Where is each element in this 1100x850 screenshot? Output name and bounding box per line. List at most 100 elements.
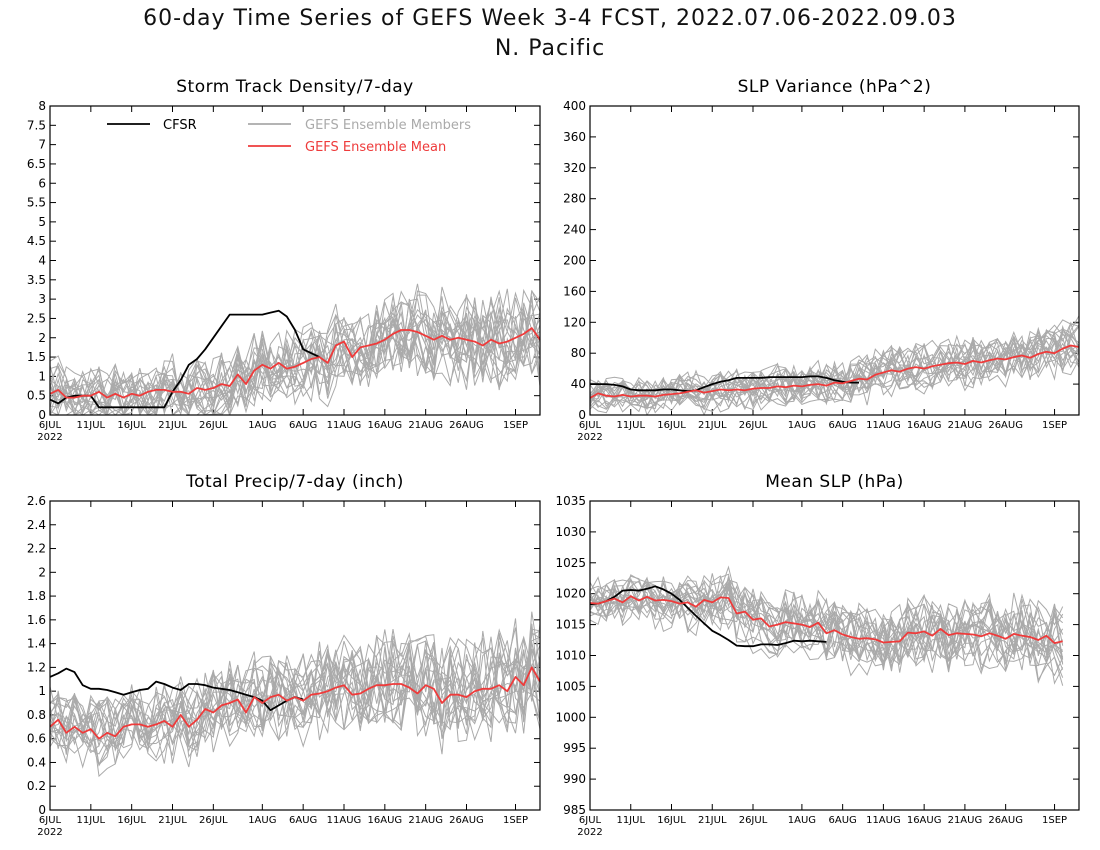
x-tick-label: 21JUL — [698, 420, 727, 431]
x-tick-label: 6JUL — [579, 420, 602, 431]
ensemble-member-line — [590, 323, 1079, 404]
ensemble-member-line — [590, 574, 1064, 667]
panel-title: Total Precip/7-day (inch) — [185, 472, 404, 492]
y-tick-label: 3.5 — [27, 273, 46, 287]
x-tick-label: 1SEP — [503, 815, 528, 826]
x-year-label: 2022 — [577, 827, 602, 838]
ensemble-member-line — [590, 328, 1079, 405]
ensemble-mean-line — [49, 327, 541, 399]
y-tick-label: 2 — [38, 565, 46, 579]
x-tick-label: 26JUL — [199, 815, 228, 826]
ensemble-member-line — [590, 588, 1064, 685]
y-tick-label: 1010 — [555, 649, 586, 663]
x-tick-label: 21JUL — [158, 815, 187, 826]
y-tick-label: 400 — [563, 99, 586, 113]
x-tick-label: 21AUG — [948, 815, 983, 826]
y-tick-label: 0.5 — [27, 389, 46, 403]
ensemble-member-line — [590, 586, 1064, 671]
x-year-label: 2022 — [37, 432, 62, 443]
legend-label-cfsr: CFSR — [163, 118, 197, 133]
y-tick-label: 1015 — [555, 618, 586, 632]
x-tick-label: 11JUL — [616, 420, 645, 431]
ensemble-members — [50, 283, 540, 415]
y-tick-label: 360 — [563, 130, 586, 144]
y-tick-label: 1035 — [555, 494, 586, 508]
x-tick-label: 21JUL — [158, 420, 187, 431]
x-tick-label: 16JUL — [657, 420, 686, 431]
cfsr-line — [590, 375, 859, 393]
y-tick-label: 1000 — [555, 710, 586, 724]
y-tick-label: 1.5 — [27, 350, 46, 364]
x-tick-label: 16AUG — [907, 815, 942, 826]
x-tick-label: 21AUG — [408, 420, 443, 431]
y-tick-label: 5 — [38, 215, 46, 229]
y-tick-label: 320 — [563, 161, 586, 175]
panel-title: Storm Track Density/7-day — [176, 77, 413, 97]
y-tick-label: 40 — [571, 377, 586, 391]
x-tick-label: 1SEP — [503, 420, 528, 431]
x-tick-label: 1SEP — [1042, 420, 1067, 431]
ensemble-members — [590, 565, 1064, 686]
plot-frame — [589, 105, 1080, 416]
y-tick-label: 200 — [563, 254, 586, 268]
x-tick-label: 6JUL — [39, 420, 62, 431]
x-year-label: 2022 — [577, 432, 602, 443]
y-tick-label: 6 — [38, 176, 46, 190]
ensemble-member-line — [590, 585, 1064, 686]
ensemble-mean-line — [589, 344, 1080, 399]
cfsr-line — [49, 667, 304, 712]
chart-panel-1: Storm Track Density/7-day 0 0.5 1 1.5 2 2.5 3 3.… — [27, 77, 541, 443]
ensemble-member-line — [590, 573, 1064, 661]
chart-panel-3: Total Precip/7-day (inch)00.20.40.60.811… — [27, 472, 541, 838]
y-tick-label: 3 — [38, 292, 46, 306]
y-tick-label: 1005 — [555, 679, 586, 693]
y-tick-label: 0.4 — [27, 755, 46, 769]
ensemble-mean-line — [49, 666, 541, 740]
x-tick-label: 11JUL — [616, 815, 645, 826]
x-tick-label: 11AUG — [866, 815, 901, 826]
y-tick-label: 0.6 — [27, 732, 46, 746]
ensemble-member-line — [50, 312, 540, 410]
x-tick-label: 11AUG — [327, 420, 362, 431]
y-tick-label: 1 — [38, 369, 46, 383]
ensemble-member-line — [50, 611, 540, 744]
x-tick-label: 6AUG — [289, 815, 317, 826]
y-tick-label: 8 — [38, 99, 46, 113]
x-tick-label: 16JUL — [117, 815, 146, 826]
y-tick-label: 160 — [563, 284, 586, 298]
ensemble-members — [590, 315, 1079, 415]
ensemble-member-line — [50, 288, 540, 398]
x-tick-label: 21AUG — [948, 420, 983, 431]
cfsr-line — [589, 585, 827, 648]
y-tick-label: 4.5 — [27, 234, 46, 248]
ensemble-member-line — [50, 638, 540, 750]
x-tick-label: 1SEP — [1042, 815, 1067, 826]
x-tick-label: 16JUL — [657, 815, 686, 826]
ensemble-member-line — [590, 578, 1063, 672]
y-tick-label: 0 — [38, 408, 46, 422]
y-tick-label: 2.2 — [27, 542, 46, 556]
ensemble-member-line — [50, 298, 540, 415]
x-tick-label: 11JUL — [77, 815, 106, 826]
x-tick-label: 1AUG — [788, 420, 816, 431]
ensemble-member-line — [50, 635, 540, 766]
x-tick-label: 6JUL — [39, 815, 62, 826]
x-tick-label: 16AUG — [368, 420, 403, 431]
x-tick-label: 1AUG — [248, 815, 276, 826]
x-tick-label: 21AUG — [408, 815, 443, 826]
y-tick-label: 0.2 — [27, 779, 46, 793]
panel-title: Mean SLP (hPa) — [765, 472, 904, 492]
y-tick-label: 1.2 — [27, 660, 46, 674]
plot-frame — [49, 105, 541, 416]
x-tick-label: 1AUG — [788, 815, 816, 826]
y-tick-label: 1.4 — [27, 637, 46, 651]
y-tick-label: 240 — [563, 223, 586, 237]
y-tick-label: 7.5 — [27, 118, 46, 132]
ensemble-member-line — [590, 341, 1079, 415]
y-tick-label: 0 — [38, 803, 46, 817]
ensemble-member-line — [50, 308, 540, 415]
y-tick-label: 2.4 — [27, 518, 46, 532]
ensemble-member-line — [50, 295, 540, 415]
y-tick-label: 995 — [563, 741, 586, 755]
plot-frame — [49, 500, 541, 811]
